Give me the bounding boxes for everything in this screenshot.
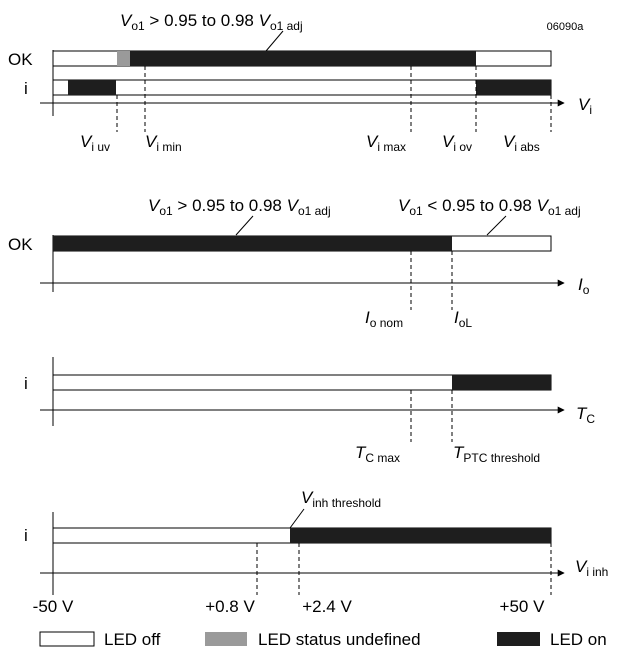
panel2-label-iol: IoL bbox=[454, 308, 472, 330]
legend-undefined-label: LED status undefined bbox=[258, 630, 421, 649]
panel-temperature: i TC TC max TPTC threshold bbox=[24, 357, 595, 465]
panel3-i-label: i bbox=[24, 374, 28, 393]
panel1-i-label: i bbox=[24, 79, 28, 98]
panel2-title-left: Vo1 > 0.95 to 0.98 Vo1 adj bbox=[148, 196, 331, 218]
panel1-label-vi-abs: Vi abs bbox=[503, 132, 540, 154]
panel1-ok-label: OK bbox=[8, 50, 33, 69]
panel3-label-tc-max: TC max bbox=[355, 443, 400, 465]
panel4-threshold-leader bbox=[289, 508, 305, 529]
panel2-title-left-leader bbox=[235, 215, 254, 236]
legend-on-label: LED on bbox=[550, 630, 607, 649]
panel4-i-on-segment bbox=[290, 528, 551, 543]
panel1-label-vi-max: Vi max bbox=[366, 132, 406, 154]
panel1-ok-undefined-segment bbox=[117, 51, 130, 66]
panel1-title: Vo1 > 0.95 to 0.98 Vo1 adj bbox=[120, 11, 303, 33]
panel-input-voltage: Vo1 > 0.95 to 0.98 Vo1 adj OK i Vi Vi uv… bbox=[8, 11, 592, 154]
legend-undefined-swatch bbox=[205, 632, 247, 646]
panel2-ok-label: OK bbox=[8, 235, 33, 254]
panel3-label-ptc: TPTC threshold bbox=[453, 443, 540, 465]
panel1-ok-on-segment bbox=[130, 51, 476, 66]
panel1-i-on-low bbox=[68, 80, 116, 95]
panel2-axis-label: Io bbox=[578, 275, 590, 297]
panel1-axis-label: Vi bbox=[578, 95, 592, 117]
panel4-tick-50v: +50 V bbox=[500, 597, 546, 616]
panel4-tick-minus50: -50 V bbox=[33, 597, 74, 616]
panel2-title-right-leader bbox=[486, 215, 507, 236]
panel4-axis-label: Vi inh bbox=[575, 557, 608, 579]
panel1-label-vi-min: Vi min bbox=[145, 132, 182, 154]
panel3-i-on-segment bbox=[452, 375, 551, 390]
panel4-tick-2v4: +2.4 V bbox=[302, 597, 352, 616]
panel1-label-vi-uv: Vi uv bbox=[80, 132, 110, 154]
panel4-i-label: i bbox=[24, 526, 28, 545]
panel1-label-vi-ov: Vi ov bbox=[442, 132, 472, 154]
panel2-ok-on-segment bbox=[53, 236, 452, 251]
panel3-axis-label: TC bbox=[576, 404, 595, 426]
panel-inhibit-voltage: Vinh threshold i Vi inh -50 V +0.8 V +2.… bbox=[24, 488, 608, 616]
legend-off-label: LED off bbox=[104, 630, 161, 649]
legend-on-swatch bbox=[497, 632, 540, 646]
figure-id: 06090a bbox=[547, 21, 585, 33]
panel4-threshold-label: Vinh threshold bbox=[301, 488, 381, 510]
panel1-i-on-high bbox=[476, 80, 551, 95]
panel-output-current: Vo1 > 0.95 to 0.98 Vo1 adj Vo1 < 0.95 to… bbox=[8, 196, 590, 330]
legend-off-swatch bbox=[39, 631, 95, 647]
panel2-title-right: Vo1 < 0.95 to 0.98 Vo1 adj bbox=[398, 196, 581, 218]
panel2-label-io-nom: Io nom bbox=[365, 308, 403, 330]
legend: LED off LED status undefined LED on bbox=[39, 630, 607, 649]
panel4-tick-0v8: +0.8 V bbox=[205, 597, 255, 616]
